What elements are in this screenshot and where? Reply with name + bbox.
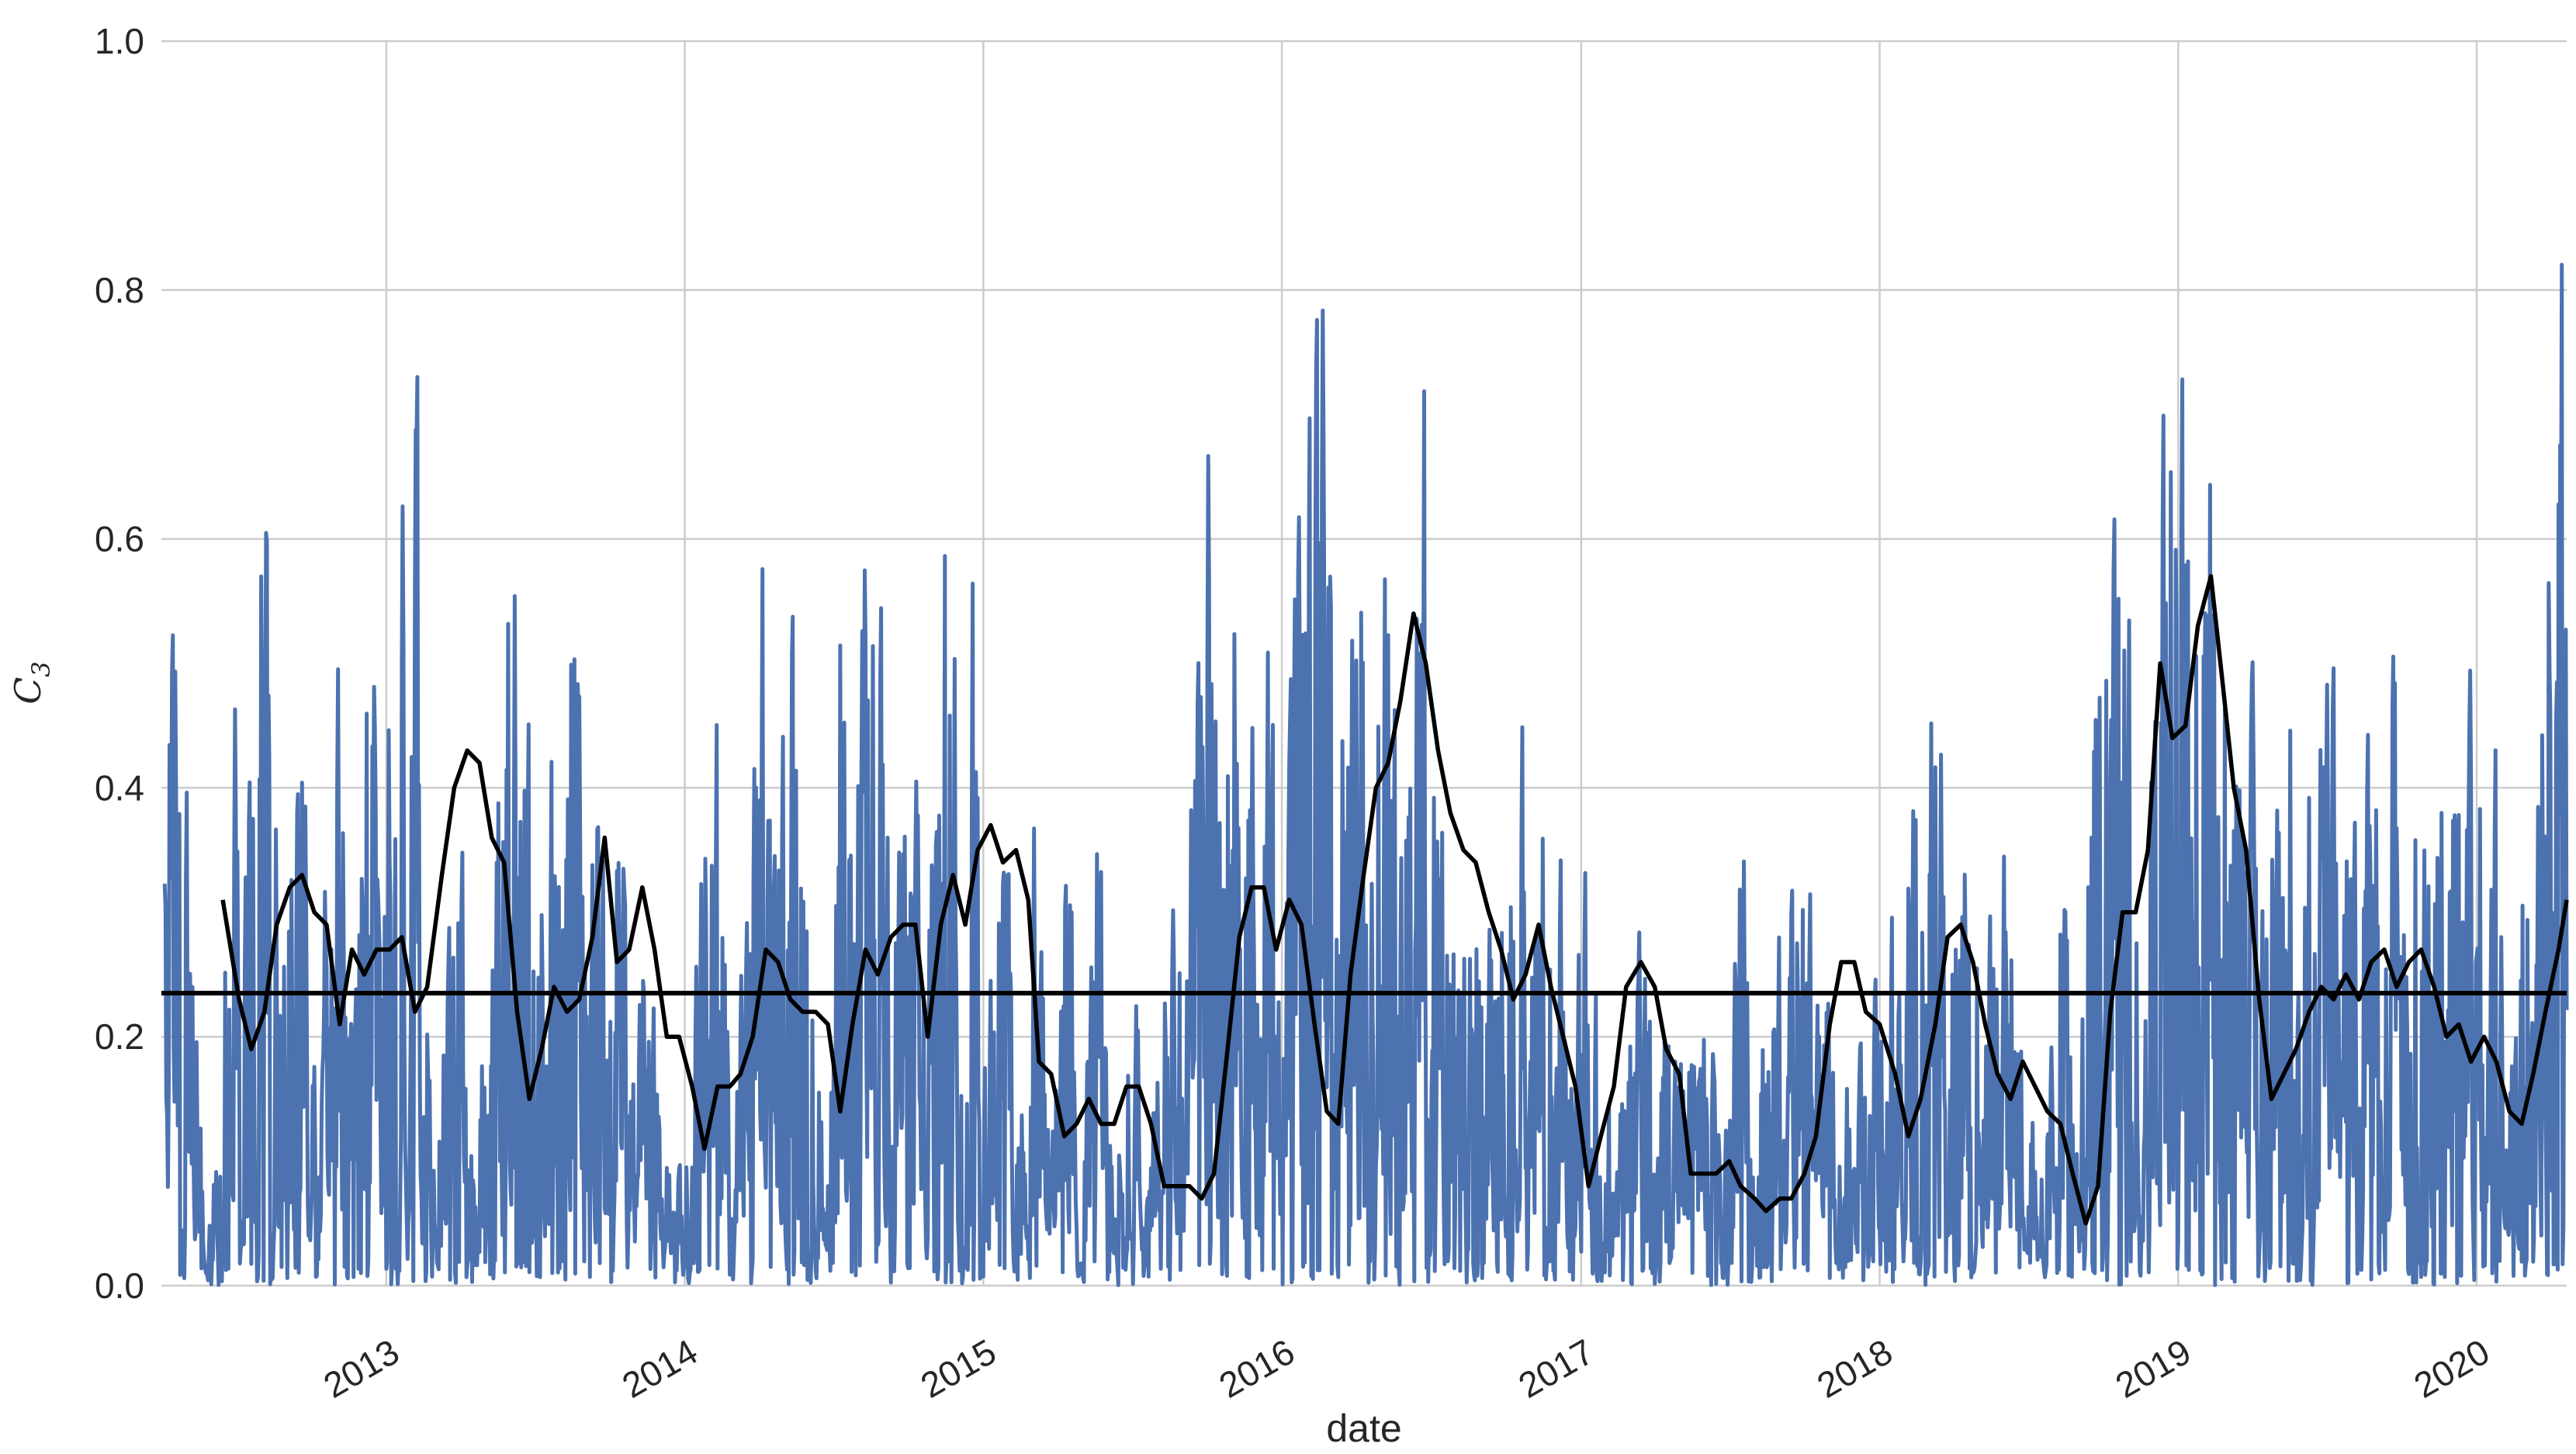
svg-text:C3: C3 bbox=[7, 661, 56, 704]
raw-series-line bbox=[162, 262, 2569, 1287]
y-tick-labels: 0.0 0.2 0.4 0.6 0.8 1.0 bbox=[95, 21, 144, 1306]
y-tick-label: 0.2 bbox=[95, 1016, 144, 1057]
x-tick-label: 2015 bbox=[914, 1331, 1003, 1406]
y-tick-label: 0.0 bbox=[95, 1265, 144, 1306]
y-tick-label: 1.0 bbox=[95, 21, 144, 61]
y-axis-label-main: C bbox=[7, 677, 49, 704]
x-tick-label: 2014 bbox=[615, 1331, 705, 1406]
x-axis-label: date bbox=[1326, 1407, 1401, 1450]
x-tick-label: 2019 bbox=[2109, 1331, 2198, 1406]
smoothed-series-line bbox=[220, 573, 2569, 1226]
x-tick-label: 2016 bbox=[1212, 1331, 1301, 1406]
raw-series-group bbox=[162, 262, 2569, 1287]
y-axis-label: C3 bbox=[7, 661, 56, 704]
y-axis-label-subscript: 3 bbox=[26, 661, 56, 677]
x-tick-label: 2017 bbox=[1511, 1331, 1601, 1406]
y-tick-label: 0.8 bbox=[95, 270, 144, 310]
x-tick-label: 2013 bbox=[317, 1331, 406, 1406]
smoothed-series-group bbox=[220, 573, 2569, 1226]
x-tick-label: 2018 bbox=[1810, 1331, 1899, 1406]
y-tick-label: 0.4 bbox=[95, 767, 144, 808]
x-tick-label: 2020 bbox=[2407, 1331, 2496, 1406]
x-tick-labels: 2013 2014 2015 2016 2017 2018 2019 2020 bbox=[317, 1331, 2496, 1406]
y-tick-label: 0.6 bbox=[95, 519, 144, 559]
